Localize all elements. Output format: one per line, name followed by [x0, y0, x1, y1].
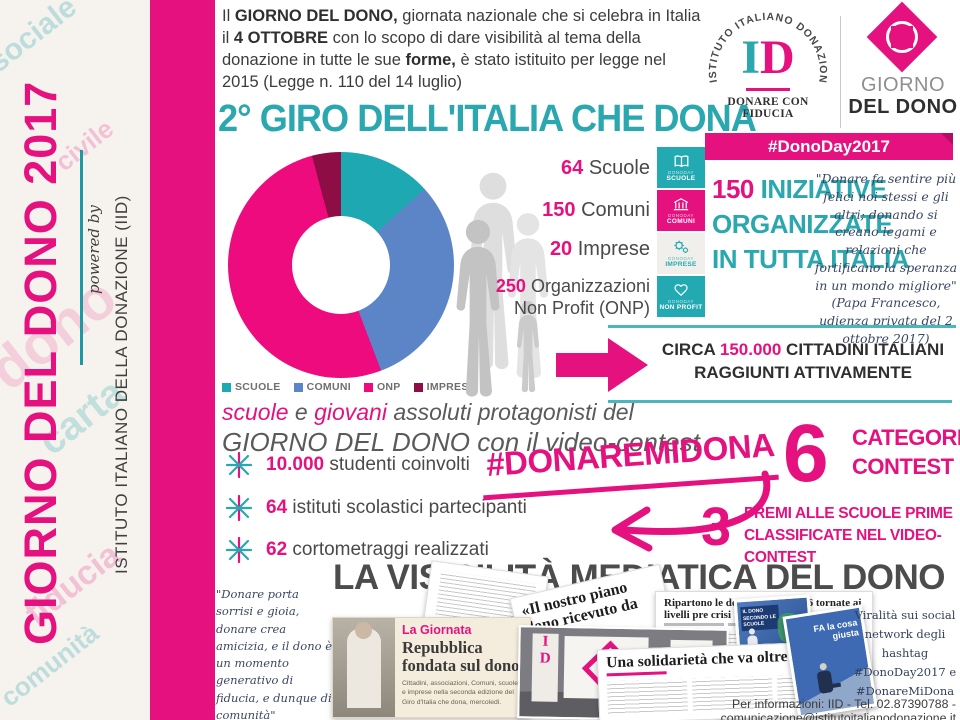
legend-label: SCUOLE [235, 381, 281, 393]
donut-hole [292, 216, 390, 314]
legend-item: SCUOLE [222, 381, 281, 393]
footer-contact-info: Per informazioni: IID - Tel. 02.87390788… [720, 697, 956, 720]
bank-icon [672, 196, 690, 212]
stat-onp: 250 Organizzazioni Non Profit (ONP) [495, 276, 650, 318]
legend-item: ONP [363, 381, 401, 393]
iid-monogram: ID [741, 31, 795, 84]
legend-swatch [413, 382, 423, 392]
iid-tagline: DONARE CON FIDUCIA [727, 96, 809, 120]
bullet-istituti: 64 istituti scolastici partecipanti [226, 495, 527, 521]
teal-divider [608, 400, 952, 403]
asterisk-icon [226, 452, 252, 478]
legend-item: IMPRESE [413, 381, 476, 393]
right-arrow-icon [556, 338, 648, 392]
clipping-headline: Repubblica fondata sul dono [402, 638, 520, 676]
premi-label: PREMI ALLE SCUOLE PRIME CLASSIFICATE NEL … [744, 505, 953, 566]
badge-donoday-nonprofit: DONODAY NON PROFIT [657, 276, 705, 317]
badge-brand: DONODAY [668, 256, 694, 261]
iid-logo: ISTITUTO ITALIANO DONAZIONE ID DONARE CO… [703, 4, 833, 132]
reach-statement: CIRCA 150.000 CITTADINI ITALIANI RAGGIUN… [661, 340, 945, 382]
contest-categories-label: CATEGORIECONTEST [852, 425, 960, 479]
tv-caption: IL DONO SECONDO LE SCUOLE [740, 604, 780, 631]
gears-icon [672, 239, 691, 255]
person-silhouette [456, 219, 500, 397]
asterisk-icon [226, 495, 252, 521]
papa-francesco-quote: "Donare fa sentire più felici noi stessi… [814, 171, 958, 346]
curved-arrow-icon [611, 470, 771, 552]
news-clipping-la-giornata: La Giornata Repubblica fondata sul dono … [332, 617, 531, 718]
diamond-knot-icon [866, 1, 938, 73]
badge-label: IMPRESE [665, 261, 697, 268]
iid-rule [746, 88, 790, 91]
legend-swatch [222, 382, 231, 392]
asterisk-icon [226, 537, 252, 563]
badge-donoday-comuni: DONODAY COMUNI [657, 190, 705, 231]
left-sidebar: sociale civile dono carta fiducia comuni… [0, 0, 150, 720]
person-silhouette [516, 300, 540, 393]
contest-heading-line1: scuole e giovani assoluti protagonisti d… [222, 399, 634, 425]
gdd-name-2: DEL DONO [848, 96, 958, 118]
teal-divider [608, 325, 956, 328]
stat-scuole: 64 Scuole [561, 157, 650, 179]
book-icon [672, 154, 691, 169]
clipping-photo [333, 618, 395, 717]
giorno-del-dono-logo: GIORNO DEL DONO [848, 1, 958, 132]
donoday-banner: #DonoDay2017 [705, 133, 953, 160]
donut-chart [228, 152, 454, 378]
intro-paragraph: Il GIORNO DEL DONO, giornata nazionale c… [222, 7, 701, 91]
bullet-cortometraggi: 62 cortometraggi realizzati [226, 537, 489, 563]
page-title: 2° GIRO DELL'ITALIA CHE DONA [218, 98, 757, 140]
badge-donoday-imprese: DONODAY IMPRESE [657, 233, 705, 274]
tv-caption: FA la cosa giusta [812, 617, 860, 642]
badge-label: COMUNI [666, 218, 696, 225]
badge-label: NON PROFIT [659, 304, 703, 311]
heart-icon [672, 282, 690, 298]
badge-donoday-scuole: DONODAY SCUOLE [657, 147, 705, 188]
stat-comuni: 150 Comuni [542, 199, 650, 221]
badge-brand: DONODAY [668, 169, 694, 175]
badge-brand: DONODAY [668, 213, 694, 218]
magenta-bar [150, 0, 215, 720]
gdd-name-1: GIORNO [860, 74, 946, 96]
badge-brand: DONODAY [668, 299, 694, 304]
iniziative-block: 150 INIZIATIVE ORGANIZZATE IN TUTTA ITAL… [712, 174, 910, 274]
legend-label: COMUNI [306, 381, 351, 393]
clipping-body: Cittadini, associazioni, Comuni, scuole … [402, 680, 518, 706]
contest-heading-line2: GIORNO DEL DONO con il video-contest [222, 427, 700, 457]
sidebar-divider [80, 150, 83, 365]
legend-label: ONP [376, 381, 401, 393]
contest-number-3: 3 [701, 497, 732, 557]
bullet-studenti: 10.000 studenti coinvolti [226, 452, 470, 478]
legend-swatch [363, 382, 373, 392]
legend-item: COMUNI [293, 381, 351, 393]
powered-by-label: powered by [85, 205, 103, 295]
social-virality-note: Viralità sui social network degli hashta… [853, 608, 957, 698]
legend-label: IMPRESE [426, 381, 476, 393]
stat-imprese: 20 Imprese [549, 238, 650, 260]
mattarella-quote: "Donare porta sorrisi e gioia, donare cr… [216, 587, 333, 720]
tv-person [816, 670, 834, 694]
legend-swatch [293, 382, 303, 392]
iid-arc-text: ISTITUTO ITALIANO DONAZIONE [703, 4, 828, 84]
chart-legend: SCUOLE COMUNI ONP IMPRESE [222, 381, 476, 393]
logo-divider [840, 16, 841, 128]
clipping-kicker: La Giornata [402, 623, 472, 637]
badge-label: SCUOLE [666, 174, 696, 182]
poster-title: GIORNO DEL DONO 2017 [15, 80, 66, 645]
contest-number-6: 6 [783, 408, 829, 499]
organization-name: ISTITUTO ITALIANO DELLA DONAZIONE (IID) [112, 195, 131, 575]
